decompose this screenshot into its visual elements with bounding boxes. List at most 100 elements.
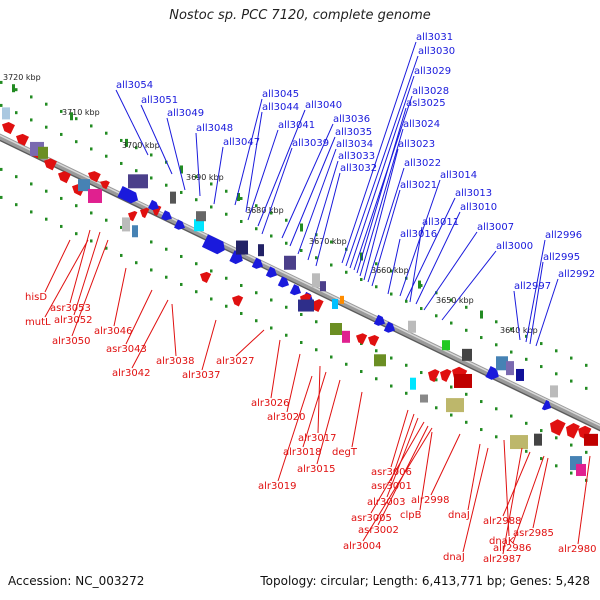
gene-block	[516, 368, 524, 381]
gene-label-asr3001: asr3001	[371, 481, 412, 492]
forward-label-leaders	[115, 41, 559, 347]
gene-label-all3024: all3024	[403, 119, 440, 130]
tick-dot	[345, 362, 348, 366]
tick-dot	[120, 138, 123, 142]
tick-dot	[375, 349, 378, 353]
tick-dot	[60, 132, 63, 136]
tick-dot	[90, 147, 93, 151]
tick-dot	[195, 175, 198, 179]
tick-dot	[90, 211, 93, 215]
gene-label-alr3050: alr3050	[52, 336, 90, 347]
gene-label-all3000: all3000	[496, 241, 533, 252]
tick-dot	[120, 225, 123, 229]
reverse-gene-arrow	[550, 419, 566, 436]
tick-dot	[240, 219, 243, 223]
reverse-gene-arrow	[88, 171, 101, 183]
reverse-gene-arrow	[578, 425, 592, 440]
tick-dot	[480, 400, 483, 404]
tick-dot	[120, 253, 123, 257]
forward-leader-line	[535, 278, 559, 347]
reverse-leader-line	[419, 431, 433, 511]
gene-block	[196, 211, 206, 222]
forward-leader-line	[387, 238, 401, 295]
gene-label-all3032: all3032	[340, 163, 377, 174]
forward-leader-line	[371, 189, 401, 287]
gene-label-alr3042: alr3042	[112, 368, 150, 379]
major-tick	[180, 165, 183, 174]
tick-dot	[330, 263, 333, 267]
reverse-leader-line	[467, 443, 481, 511]
gene-label-all3044: all3044	[262, 102, 299, 113]
forward-leader-line	[289, 136, 336, 247]
tick-dot	[585, 386, 588, 390]
accession-text: Accession: NC_003272	[8, 574, 145, 588]
forward-gene-arrow	[383, 321, 396, 333]
reverse-gene-arrow	[566, 423, 580, 439]
gene-label-alr3038: alr3038	[156, 356, 194, 367]
tick-dot	[450, 298, 453, 302]
tick-dot	[225, 276, 228, 280]
gene-block	[550, 385, 558, 398]
tick-dot	[270, 211, 273, 215]
forward-gene-labels: all3054 all3051 all3049 all3048 all3047 all30…	[116, 32, 595, 292]
tick-dot	[540, 429, 543, 433]
tick-dot	[255, 204, 258, 208]
gene-label-all3036: all3036	[333, 114, 370, 125]
gene-label-alr3046: alr3046	[94, 326, 132, 337]
gene-label-alr3019: alr3019	[258, 481, 296, 492]
reverse-leader-line	[430, 433, 461, 496]
reverse-leader-line	[131, 299, 169, 369]
tick-dot	[390, 292, 393, 296]
gene-block	[298, 299, 314, 312]
reverse-gene-arrow	[100, 180, 110, 190]
forward-leader-line	[415, 211, 461, 305]
major-tick	[418, 280, 421, 289]
gene-block	[446, 398, 464, 413]
tick-dot	[225, 189, 228, 193]
tick-dot	[285, 305, 288, 309]
tick-dot	[450, 413, 453, 417]
tick-dot	[165, 247, 168, 251]
tick-dot	[585, 450, 588, 454]
forward-leader-line	[525, 239, 546, 343]
tick-dot	[105, 246, 108, 250]
tick-dot	[210, 182, 213, 186]
tick-dot	[240, 311, 243, 315]
tick-dot	[150, 268, 153, 272]
gene-label-alr2987: alr2987	[483, 554, 521, 565]
topology-text: Topology: circular; Length: 6,413,771 bp…	[260, 574, 590, 588]
gene-block	[510, 435, 528, 450]
tick-dot	[480, 336, 483, 340]
tick-dot	[195, 262, 198, 266]
tick-dot	[285, 333, 288, 337]
tick-dot	[225, 212, 228, 216]
forward-gene-arrow	[174, 219, 186, 230]
gene-label-all3028: all3028	[412, 86, 449, 97]
tick-dot	[540, 342, 543, 346]
tick-dot	[300, 249, 303, 252]
tick-dot	[390, 356, 393, 360]
forward-leader-line	[315, 172, 341, 267]
gene-block	[534, 433, 542, 446]
major-tick	[300, 223, 303, 232]
gene-block	[462, 348, 472, 361]
gene-block	[332, 298, 338, 309]
gene-label-all3054: all3054	[116, 80, 153, 91]
reverse-gene-arrow	[428, 369, 440, 383]
gene-block	[576, 463, 586, 476]
forward-gene-arrow	[289, 284, 302, 296]
tick-dot	[420, 307, 423, 311]
reverse-gene-arrow	[58, 171, 71, 184]
gene-label-alr3004: alr3004	[343, 541, 381, 552]
tick-dot	[585, 363, 588, 367]
map-title: Nostoc sp. PCC 7120, complete genome	[169, 8, 431, 23]
tick-dot	[0, 80, 3, 84]
forward-leader-line	[247, 129, 279, 221]
tick-dot	[150, 153, 153, 157]
tick-dot	[255, 319, 258, 323]
reverse-gene-arrow	[16, 133, 29, 146]
tick-dot	[60, 109, 63, 113]
forward-gene-arrow	[161, 210, 173, 221]
reverse-gene-arrow	[232, 295, 244, 307]
